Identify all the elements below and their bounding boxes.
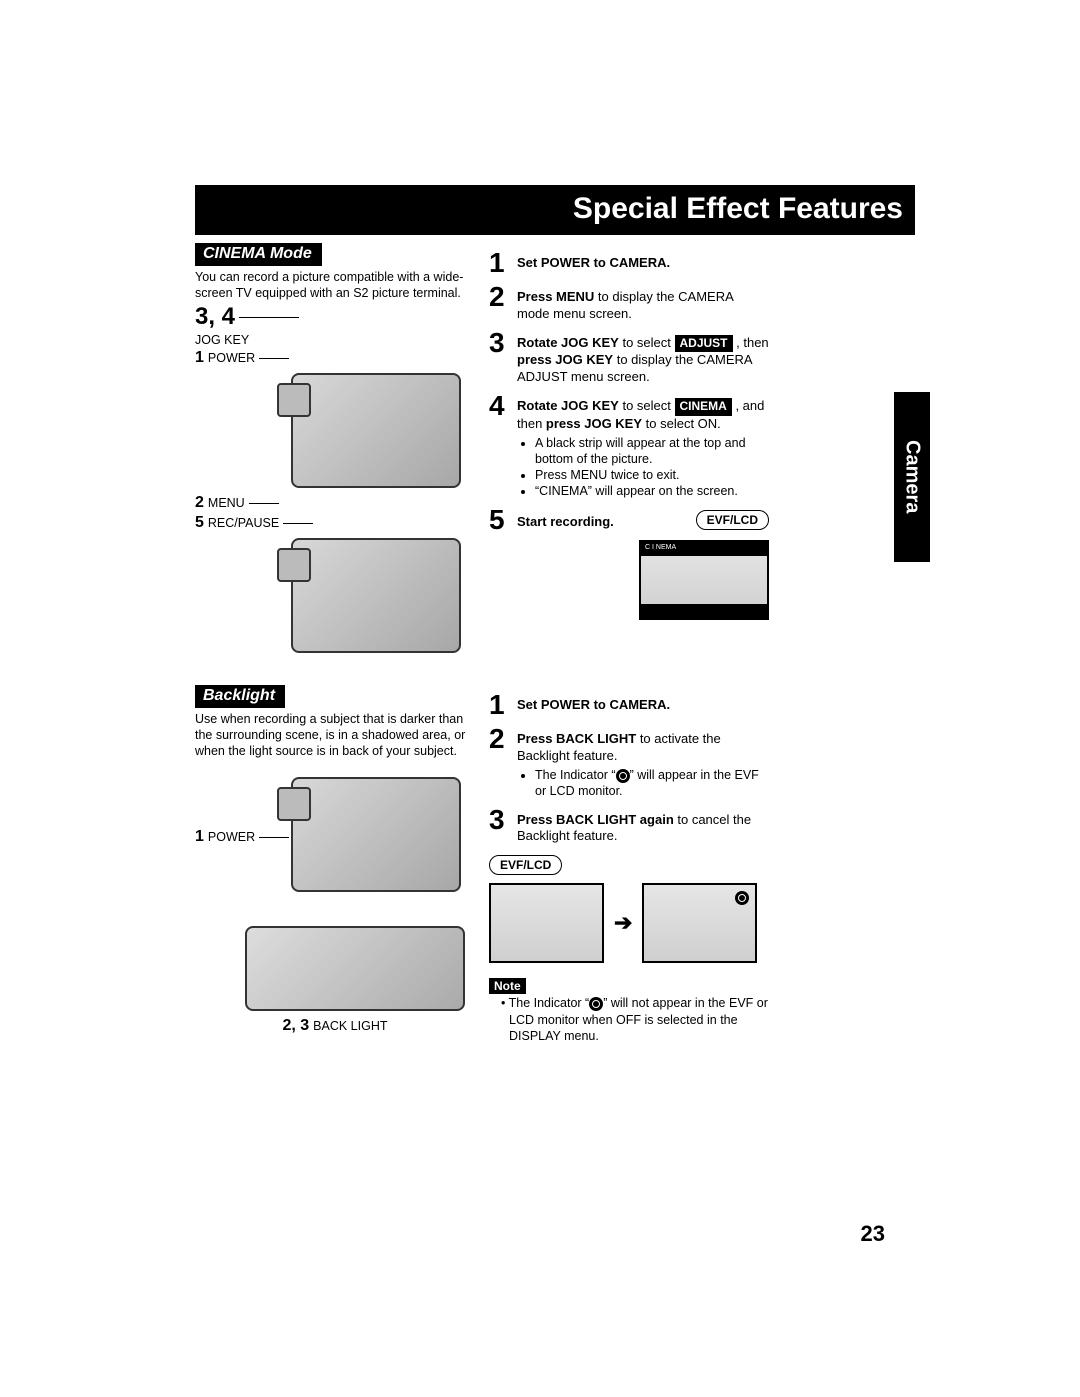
backlight-indicator-icon bbox=[589, 997, 603, 1011]
camcorder-illustration-4 bbox=[245, 926, 465, 1011]
callout-menu: MENU bbox=[208, 496, 245, 510]
cinema-step-5: 5 Start recording. EVF/LCD bbox=[489, 506, 769, 534]
step-number: 3 bbox=[489, 806, 511, 834]
backlight-step-3: 3 Press BACK LIGHT again to cancel the B… bbox=[489, 806, 769, 846]
step-number: 2 bbox=[489, 283, 511, 311]
cinema-preview-wrap: C I NEMA bbox=[489, 540, 769, 620]
backlight-step-1: 1 Set POWER to CAMERA. bbox=[489, 691, 769, 719]
camcorder-illustration-2 bbox=[291, 538, 461, 653]
callout-jog: JOG KEY bbox=[195, 333, 249, 347]
backlight-intro: Use when recording a subject that is dar… bbox=[195, 712, 475, 759]
cinema-preview-label: C I NEMA bbox=[645, 544, 676, 551]
step-number: 3 bbox=[489, 329, 511, 357]
backlight-preview-before bbox=[489, 883, 604, 963]
leader-line bbox=[259, 358, 289, 359]
step-text: Rotate JOG KEY to select CINEMA , and th… bbox=[517, 392, 769, 499]
manual-page: Special Effect Features CINEMA Mode You … bbox=[195, 185, 915, 1044]
bullet: A black strip will appear at the top and… bbox=[535, 435, 769, 468]
callout-rec-row: 5 REC/PAUSE bbox=[195, 514, 475, 532]
page-title-bar: Special Effect Features bbox=[195, 185, 915, 235]
bl-callout-nums: 2, 3 bbox=[282, 1017, 309, 1035]
step-number: 1 bbox=[489, 691, 511, 719]
evf-lcd-pill: EVF/LCD bbox=[696, 510, 769, 530]
callout-power-row: 1 POWER bbox=[195, 349, 475, 367]
evf-lcd-pill: EVF/LCD bbox=[489, 855, 562, 875]
step2-bullets: The Indicator “” will appear in the EVF … bbox=[531, 767, 769, 800]
cinema-preview: C I NEMA bbox=[639, 540, 769, 620]
letterbox-bottom bbox=[641, 604, 767, 618]
cinema-left-col: CINEMA Mode You can record a picture com… bbox=[195, 243, 475, 659]
leader-line bbox=[283, 523, 313, 524]
callout-34-row: 3, 4 bbox=[195, 303, 475, 331]
page-number: 23 bbox=[861, 1221, 885, 1247]
backlight-preview-row: ➔ bbox=[489, 883, 769, 963]
leader-line bbox=[239, 317, 299, 318]
backlight-heading: Backlight bbox=[195, 685, 285, 708]
letterbox-top: C I NEMA bbox=[641, 542, 767, 556]
callout-34: 3, 4 bbox=[195, 303, 235, 331]
backlight-step-2: 2 Press BACK LIGHT to activate the Backl… bbox=[489, 725, 769, 799]
backlight-indicator-icon bbox=[616, 769, 630, 783]
bl-callout-power-num: 1 bbox=[195, 828, 204, 846]
cinema-right-col: 1 Set POWER to CAMERA. 2 Press MENU to d… bbox=[489, 243, 769, 659]
step-number: 2 bbox=[489, 725, 511, 753]
page-title: Special Effect Features bbox=[573, 192, 903, 226]
arrow-icon: ➔ bbox=[614, 910, 632, 936]
bl-callout-power: POWER bbox=[208, 830, 255, 844]
bl-evf-wrap: EVF/LCD bbox=[489, 855, 769, 875]
step4-bullets: A black strip will appear at the top and… bbox=[531, 435, 769, 500]
bl-callout-label: BACK LIGHT bbox=[313, 1019, 387, 1033]
adjust-tag: ADJUST bbox=[675, 335, 733, 353]
camcorder-illustration-1 bbox=[291, 373, 461, 488]
cinema-section: CINEMA Mode You can record a picture com… bbox=[195, 243, 915, 659]
step-text: Set POWER to CAMERA. bbox=[517, 691, 670, 714]
backlight-left-col: Backlight Use when recording a subject t… bbox=[195, 685, 475, 1044]
step-number: 4 bbox=[489, 392, 511, 420]
callout-power-num: 1 bbox=[195, 349, 204, 367]
camcorder-illustration-3 bbox=[291, 777, 461, 892]
step-text: Start recording. bbox=[517, 508, 690, 531]
leader-line bbox=[249, 503, 279, 504]
step-number: 1 bbox=[489, 249, 511, 277]
step-text: Press BACK LIGHT again to cancel the Bac… bbox=[517, 806, 769, 846]
note-text: • The Indicator “” will not appear in th… bbox=[501, 995, 769, 1044]
cinema-heading: CINEMA Mode bbox=[195, 243, 322, 266]
step-text: Press MENU to display the CAMERA mode me… bbox=[517, 283, 769, 323]
backlight-section: Backlight Use when recording a subject t… bbox=[195, 685, 915, 1044]
callout-power: POWER bbox=[208, 351, 255, 365]
cinema-step-3: 3 Rotate JOG KEY to select ADJUST , then… bbox=[489, 329, 769, 386]
side-tab-camera: Camera bbox=[894, 392, 930, 562]
callout-rec-num: 5 bbox=[195, 514, 204, 532]
bl-callout-row: 2, 3 BACK LIGHT bbox=[195, 1017, 475, 1035]
side-tab-label: Camera bbox=[901, 440, 924, 513]
cinema-step-1: 1 Set POWER to CAMERA. bbox=[489, 249, 769, 277]
note-label: Note bbox=[489, 978, 526, 994]
backlight-right-col: 1 Set POWER to CAMERA. 2 Press BACK LIGH… bbox=[489, 685, 769, 1044]
cinema-tag: CINEMA bbox=[675, 398, 732, 416]
step-text: Rotate JOG KEY to select ADJUST , then p… bbox=[517, 329, 769, 386]
callout-rec: REC/PAUSE bbox=[208, 516, 279, 530]
bullet: “CINEMA” will appear on the screen. bbox=[535, 483, 769, 499]
leader-line bbox=[259, 837, 289, 838]
step-text: Press BACK LIGHT to activate the Backlig… bbox=[517, 725, 769, 799]
bullet: Press MENU twice to exit. bbox=[535, 467, 769, 483]
cinema-step-2: 2 Press MENU to display the CAMERA mode … bbox=[489, 283, 769, 323]
callout-menu-num: 2 bbox=[195, 494, 204, 512]
step-text: Set POWER to CAMERA. bbox=[517, 249, 670, 272]
cinema-step-4: 4 Rotate JOG KEY to select CINEMA , and … bbox=[489, 392, 769, 499]
callout-menu-row: 2 MENU bbox=[195, 494, 475, 512]
step-number: 5 bbox=[489, 506, 511, 534]
backlight-preview-after bbox=[642, 883, 757, 963]
callout-jog-row: JOG KEY bbox=[195, 333, 475, 347]
backlight-indicator-icon bbox=[735, 891, 749, 905]
bullet: The Indicator “” will appear in the EVF … bbox=[535, 767, 769, 800]
evf-block: EVF/LCD bbox=[696, 510, 769, 530]
cinema-intro: You can record a picture compatible with… bbox=[195, 270, 475, 301]
note-block: Note • The Indicator “” will not appear … bbox=[489, 977, 769, 1044]
